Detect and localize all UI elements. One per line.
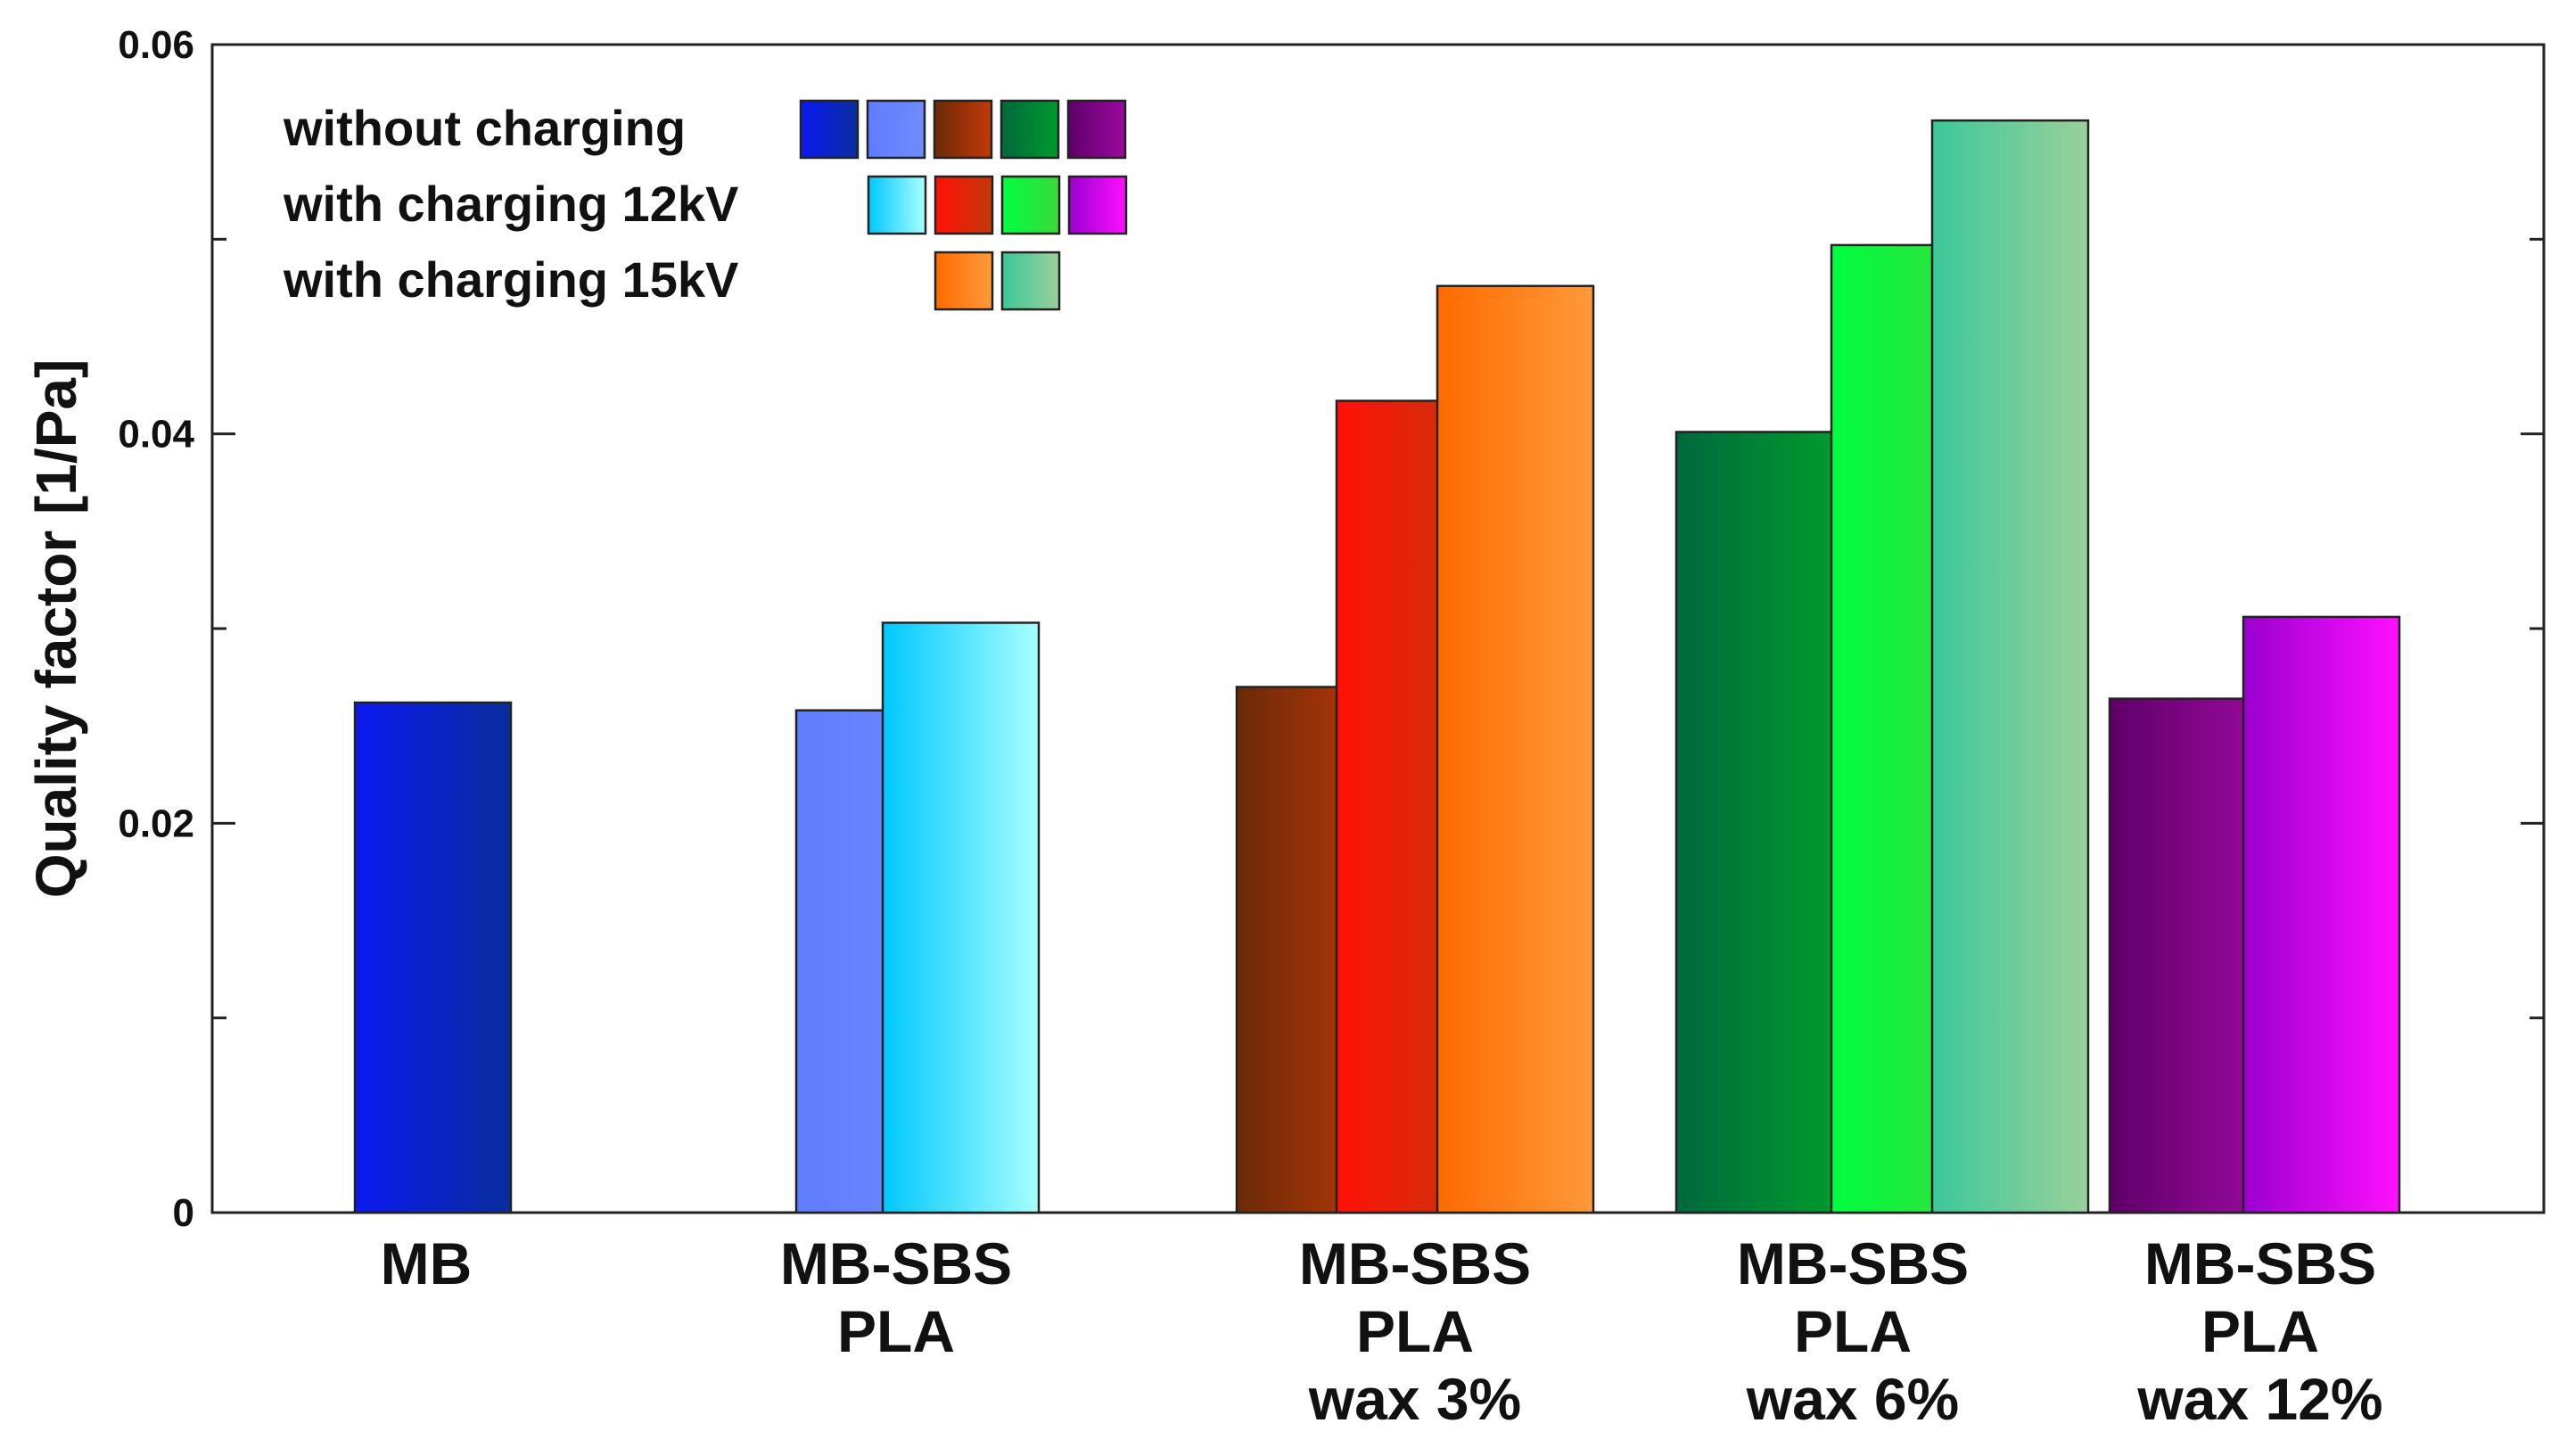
legend-label: with charging 12kV xyxy=(283,176,738,232)
x-category-label: wax 3% xyxy=(1308,1366,1521,1432)
x-category-label: PLA xyxy=(1794,1298,1912,1364)
legend-label: with charging 15kV xyxy=(283,251,738,308)
y-axis-label: Quality factor [1/Pa] xyxy=(24,359,88,899)
legend-swatch xyxy=(1067,175,1128,235)
x-category-label: MB-SBS xyxy=(1299,1230,1531,1296)
x-category-label: PLA xyxy=(1356,1298,1474,1364)
legend-swatch xyxy=(934,251,994,311)
bar-5-without-charging xyxy=(2108,697,2267,1214)
y-tick-label: 0.04 xyxy=(118,413,194,457)
bar-5-with-charging-12kv xyxy=(2242,615,2401,1214)
x-category-label: PLA xyxy=(2201,1298,2319,1364)
bar-3-with-charging-15kv xyxy=(1436,284,1595,1214)
x-category-label: wax 6% xyxy=(1746,1366,1959,1432)
legend-swatch xyxy=(867,175,927,235)
x-category-label: wax 12% xyxy=(2136,1366,2382,1432)
x-category-label: MB-SBS xyxy=(1737,1230,1969,1296)
x-category-label: MB-SBS xyxy=(780,1230,1012,1296)
legend-swatch xyxy=(1000,251,1061,311)
y-tick-label: 0.06 xyxy=(118,23,194,67)
legend-swatch xyxy=(1066,99,1127,160)
legend-label: without charging xyxy=(283,100,686,156)
y-tick-label: 0.02 xyxy=(118,802,194,845)
bar-4-without-charging xyxy=(1674,431,1834,1214)
legend-swatch xyxy=(1000,99,1060,160)
x-category-label: MB-SBS xyxy=(2144,1230,2376,1296)
bar-4-with-charging-15kv xyxy=(1930,119,2090,1214)
legend-swatch xyxy=(799,99,860,160)
bars xyxy=(353,119,2401,1214)
legend-swatch xyxy=(934,175,994,235)
legend-swatch xyxy=(1000,175,1061,235)
y-tick-label: 0 xyxy=(173,1191,194,1235)
legend: without charging with charging 12kV with c… xyxy=(283,99,1128,311)
y-axis: 0 0.02 0.04 0.06 xyxy=(118,23,2544,1235)
legend-swatch xyxy=(933,99,993,160)
x-category-label: PLA xyxy=(837,1298,955,1364)
legend-swatch xyxy=(866,99,926,160)
bar-2-with-charging-12kv xyxy=(881,621,1041,1214)
x-category-label: MB xyxy=(381,1230,473,1296)
bar-1-without-charging xyxy=(353,701,513,1214)
